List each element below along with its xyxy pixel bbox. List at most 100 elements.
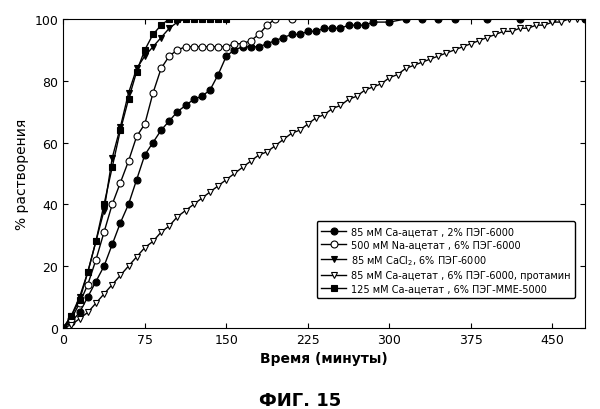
500 мМ Na-ацетат , 6% ПЭГ-6000 [92,258,100,263]
85 мМ Ca-ацетат , 6% ПЭГ-6000, протамин [557,20,564,25]
85 мМ CaCl$_2$, 6% ПЭГ-6000 [117,125,124,130]
85 мМ Ca-ацетат , 2% ПЭГ-6000 [361,24,368,29]
500 мМ Na-ацетат , 6% ПЭГ-6000 [231,42,238,47]
85 мМ Ca-ацетат , 2% ПЭГ-6000 [182,104,189,109]
125 мМ Ca-ацетат , 6% ПЭГ-ММЕ-5000 [117,128,124,133]
125 мМ Ca-ацетат , 6% ПЭГ-ММЕ-5000 [198,18,205,22]
500 мМ Na-ацетат , 6% ПЭГ-6000 [76,301,83,306]
85 мМ Ca-ацетат , 2% ПЭГ-6000 [272,39,279,44]
Line: 85 мМ Ca-ацетат , 2% ПЭГ-6000: 85 мМ Ca-ацетат , 2% ПЭГ-6000 [60,16,589,332]
85 мМ Ca-ацетат , 2% ПЭГ-6000 [231,48,238,53]
85 мМ Ca-ацетат , 2% ПЭГ-6000 [337,27,344,31]
85 мМ Ca-ацетат , 2% ПЭГ-6000 [549,18,556,22]
85 мМ Ca-ацетат , 2% ПЭГ-6000 [263,42,271,47]
125 мМ Ca-ацетат , 6% ПЭГ-ММЕ-5000 [109,165,116,170]
85 мМ Ca-ацетат , 6% ПЭГ-6000, протамин [59,326,67,330]
500 мМ Na-ацетат , 6% ПЭГ-6000 [263,24,271,29]
85 мМ Ca-ацетат , 2% ПЭГ-6000 [174,110,181,115]
85 мМ Ca-ацетат , 2% ПЭГ-6000 [92,279,100,284]
85 мМ Ca-ацетат , 2% ПЭГ-6000 [59,326,67,330]
125 мМ Ca-ацетат , 6% ПЭГ-ММЕ-5000 [100,202,107,207]
500 мМ Na-ацетат , 6% ПЭГ-6000 [215,45,222,50]
Legend: 85 мМ Ca-ацетат , 2% ПЭГ-6000, 500 мМ Na-ацетат , 6% ПЭГ-6000, 85 мМ CaCl$_2$, 6: 85 мМ Ca-ацетат , 2% ПЭГ-6000, 500 мМ Na… [317,222,575,299]
85 мМ Ca-ацетат , 2% ПЭГ-6000 [100,264,107,269]
85 мМ Ca-ацетат , 2% ПЭГ-6000 [125,202,132,207]
85 мМ CaCl$_2$, 6% ПЭГ-6000 [68,313,75,318]
Line: 125 мМ Ca-ацетат , 6% ПЭГ-ММЕ-5000: 125 мМ Ca-ацетат , 6% ПЭГ-ММЕ-5000 [60,16,230,332]
500 мМ Na-ацетат , 6% ПЭГ-6000 [100,230,107,235]
85 мМ Ca-ацетат , 2% ПЭГ-6000 [288,33,295,38]
125 мМ Ca-ацетат , 6% ПЭГ-ММЕ-5000 [133,70,140,75]
125 мМ Ca-ацетат , 6% ПЭГ-ММЕ-5000 [206,18,214,22]
85 мМ Ca-ацетат , 2% ПЭГ-6000 [166,119,173,124]
500 мМ Na-ацетат , 6% ПЭГ-6000 [247,39,254,44]
85 мМ Ca-ацетат , 2% ПЭГ-6000 [141,153,148,158]
85 мМ Ca-ацетат , 2% ПЭГ-6000 [68,319,75,324]
500 мМ Na-ацетат , 6% ПЭГ-6000 [256,33,263,38]
500 мМ Na-ацетат , 6% ПЭГ-6000 [68,317,75,321]
Line: 85 мМ CaCl$_2$, 6% ПЭГ-6000: 85 мМ CaCl$_2$, 6% ПЭГ-6000 [60,16,197,332]
85 мМ Ca-ацетат , 2% ПЭГ-6000 [76,310,83,315]
500 мМ Na-ацетат , 6% ПЭГ-6000 [174,48,181,53]
500 мМ Na-ацетат , 6% ПЭГ-6000 [133,135,140,139]
85 мМ Ca-ацетат , 2% ПЭГ-6000 [329,27,336,31]
85 мМ Ca-ацетат , 2% ПЭГ-6000 [198,94,205,99]
125 мМ Ca-ацетат , 6% ПЭГ-ММЕ-5000 [84,270,91,275]
85 мМ Ca-ацетат , 2% ПЭГ-6000 [320,27,328,31]
125 мМ Ca-ацетат , 6% ПЭГ-ММЕ-5000 [223,18,230,22]
85 мМ Ca-ацетат , 6% ПЭГ-6000, протамин [215,184,222,189]
500 мМ Na-ацетат , 6% ПЭГ-6000 [272,18,279,22]
85 мМ CaCl$_2$, 6% ПЭГ-6000 [100,209,107,213]
125 мМ Ca-ацетат , 6% ПЭГ-ММЕ-5000 [166,18,173,22]
500 мМ Na-ацетат , 6% ПЭГ-6000 [182,45,189,50]
125 мМ Ca-ацетат , 6% ПЭГ-ММЕ-5000 [125,98,132,103]
500 мМ Na-ацетат , 6% ПЭГ-6000 [206,45,214,50]
125 мМ Ca-ацетат , 6% ПЭГ-ММЕ-5000 [149,33,157,38]
Line: 500 мМ Na-ацетат , 6% ПЭГ-6000: 500 мМ Na-ацетат , 6% ПЭГ-6000 [60,16,295,332]
85 мМ CaCl$_2$, 6% ПЭГ-6000 [190,18,197,22]
125 мМ Ca-ацетат , 6% ПЭГ-ММЕ-5000 [92,239,100,244]
85 мМ CaCl$_2$, 6% ПЭГ-6000 [133,67,140,72]
85 мМ Ca-ацетат , 2% ПЭГ-6000 [386,20,393,25]
85 мМ Ca-ацетат , 2% ПЭГ-6000 [516,18,523,22]
85 мМ CaCl$_2$, 6% ПЭГ-6000 [149,45,157,50]
85 мМ Ca-ацетат , 2% ПЭГ-6000 [353,24,361,29]
85 мМ Ca-ацетат , 2% ПЭГ-6000 [215,73,222,78]
500 мМ Na-ацетат , 6% ПЭГ-6000 [125,159,132,164]
85 мМ Ca-ацетат , 2% ПЭГ-6000 [581,18,589,22]
85 мМ Ca-ацетат , 2% ПЭГ-6000 [304,30,311,35]
85 мМ CaCl$_2$, 6% ПЭГ-6000 [141,54,148,59]
85 мМ CaCl$_2$, 6% ПЭГ-6000 [166,27,173,31]
125 мМ Ca-ацетат , 6% ПЭГ-ММЕ-5000 [141,48,148,53]
500 мМ Na-ацетат , 6% ПЭГ-6000 [117,181,124,186]
85 мМ Ca-ацетат , 6% ПЭГ-6000, протамин [182,209,189,213]
500 мМ Na-ацетат , 6% ПЭГ-6000 [190,45,197,50]
500 мМ Na-ацетат , 6% ПЭГ-6000 [198,45,205,50]
125 мМ Ca-ацетат , 6% ПЭГ-ММЕ-5000 [190,18,197,22]
85 мМ Ca-ацетат , 2% ПЭГ-6000 [402,18,409,22]
85 мМ Ca-ацетат , 2% ПЭГ-6000 [256,45,263,50]
500 мМ Na-ацетат , 6% ПЭГ-6000 [223,45,230,50]
85 мМ Ca-ацетат , 2% ПЭГ-6000 [313,30,320,35]
85 мМ CaCl$_2$, 6% ПЭГ-6000 [109,156,116,161]
85 мМ CaCl$_2$, 6% ПЭГ-6000 [59,326,67,330]
85 мМ Ca-ацетат , 2% ПЭГ-6000 [158,128,165,133]
500 мМ Na-ацетат , 6% ПЭГ-6000 [166,54,173,59]
500 мМ Na-ацетат , 6% ПЭГ-6000 [158,67,165,72]
85 мМ Ca-ацетат , 2% ПЭГ-6000 [206,88,214,93]
85 мМ Ca-ацетат , 6% ПЭГ-6000, протамин [581,18,589,22]
85 мМ Ca-ацетат , 2% ПЭГ-6000 [133,178,140,183]
85 мМ CaCl$_2$, 6% ПЭГ-6000 [84,270,91,275]
85 мМ Ca-ацетат , 2% ПЭГ-6000 [239,45,246,50]
85 мМ Ca-ацетат , 2% ПЭГ-6000 [280,36,287,41]
85 мМ Ca-ацетат , 6% ПЭГ-6000, протамин [280,138,287,143]
85 мМ Ca-ацетат , 2% ПЭГ-6000 [84,295,91,300]
500 мМ Na-ацетат , 6% ПЭГ-6000 [84,283,91,288]
85 мМ CaCl$_2$, 6% ПЭГ-6000 [125,92,132,97]
85 мМ Ca-ацетат , 2% ПЭГ-6000 [109,243,116,247]
85 мМ Ca-ацетат , 2% ПЭГ-6000 [117,221,124,226]
85 мМ Ca-ацетат , 2% ПЭГ-6000 [451,18,458,22]
500 мМ Na-ацетат , 6% ПЭГ-6000 [288,18,295,22]
85 мМ Ca-ацетат , 2% ПЭГ-6000 [418,18,425,22]
85 мМ Ca-ацетат , 2% ПЭГ-6000 [296,33,303,38]
